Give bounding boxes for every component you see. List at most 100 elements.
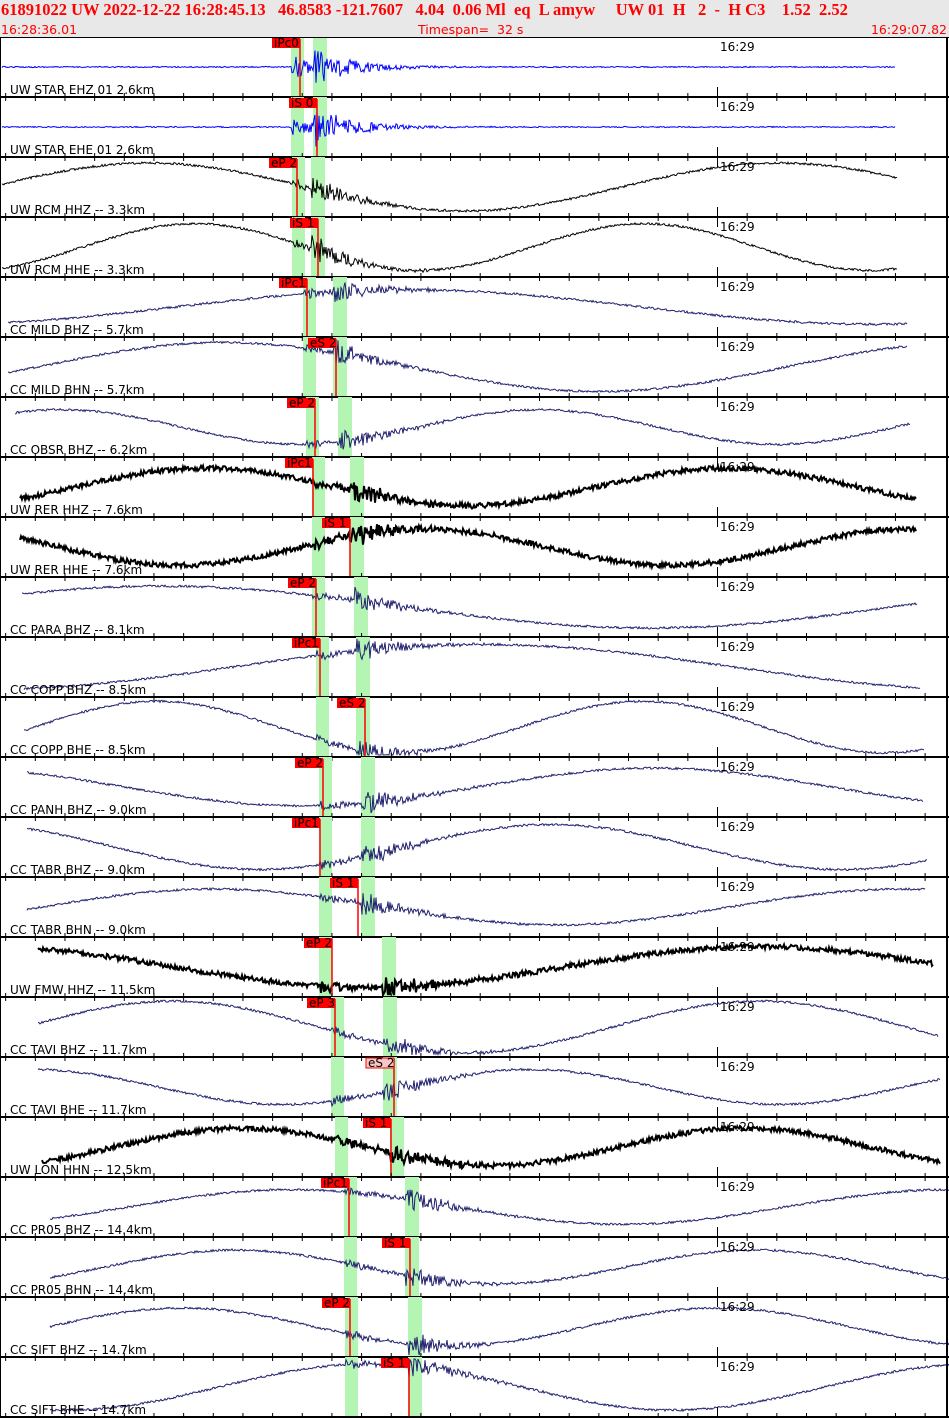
minute-marker: 16:29	[720, 880, 755, 894]
station-label: UW RCM HHZ -- 3.3km	[10, 203, 145, 217]
waveform	[26, 887, 926, 927]
station-label: CC PARA BHZ -- 8.1km	[10, 623, 145, 637]
minute-marker: 16:29	[720, 340, 755, 354]
p-window	[345, 1357, 358, 1417]
minute-marker: 16:29	[720, 820, 755, 834]
pick-label-box	[307, 998, 335, 1008]
pick-label-box	[321, 1178, 349, 1188]
station-label: UW LON HHN -- 12.5km	[10, 1163, 152, 1177]
pick-label: eS 2	[310, 336, 336, 350]
waveform	[1, 161, 898, 213]
minute-marker: 16:29	[720, 580, 755, 594]
station-label: UW STAR EHE 01 2.6km	[10, 143, 154, 157]
minute-marker: 16:29	[720, 1120, 755, 1134]
pick-label: eP 2	[324, 1296, 350, 1310]
pick-label: eP 2	[297, 756, 323, 770]
p-window	[316, 697, 329, 757]
pick-label-box	[381, 1358, 409, 1368]
pick-label-box	[290, 218, 318, 228]
station-label: UW RER HHZ -- 7.6km	[10, 503, 143, 517]
waveform	[49, 1186, 949, 1226]
seismogram-panel[interactable]: iPc0 16:29 UW STAR EHZ 01 2.6km iS 0 16:29 UW…	[0, 37, 949, 1418]
pick-label: iS 1	[384, 1236, 406, 1250]
p-window	[292, 157, 305, 217]
pick-label: eP 2	[306, 936, 332, 950]
pick-label-box	[285, 458, 313, 468]
minute-marker: 16:29	[720, 1240, 755, 1254]
event-summary: 61891022 UW 2022-12-22 16:28:45.13 46.85…	[1, 0, 848, 19]
pick-label: iPc0	[274, 37, 299, 50]
pick-label: iPc1	[281, 276, 306, 290]
pick-label-box	[295, 758, 323, 768]
s-window	[408, 1297, 422, 1357]
minute-marker: 16:29	[720, 400, 755, 414]
pick-label-box	[304, 938, 332, 948]
minute-marker: 16:29	[720, 220, 755, 234]
pick-label-box	[308, 338, 336, 348]
s-window	[405, 1177, 419, 1237]
station-label: CC TAVI BHZ -- 11.7km	[10, 1043, 147, 1057]
pick-label-box	[365, 1057, 395, 1069]
pick-label: iS 1	[383, 1356, 405, 1370]
pick-label-box	[337, 698, 365, 708]
minute-marker: 16:29	[720, 1180, 755, 1194]
pick-label-box	[382, 1238, 410, 1248]
pick-label-box	[289, 98, 317, 108]
pick-label: iPc1	[294, 636, 319, 650]
station-label: CC PANH BHZ -- 9.0km	[10, 803, 147, 817]
pick-label-box	[272, 38, 300, 48]
station-label: CC COPP BHE -- 8.5km	[10, 743, 146, 757]
s-window	[338, 397, 352, 457]
station-label: CC PR05 BHN -- 14.4km	[10, 1283, 153, 1297]
minute-marker: 16:29	[720, 520, 755, 534]
pick-label-box	[288, 578, 316, 588]
waveform	[41, 1123, 941, 1172]
p-window	[319, 877, 332, 937]
end-time: 16:29:07.82	[870, 22, 947, 37]
station-label: CC MILD BHZ -- 5.7km	[10, 323, 144, 337]
station-label: CC TABR BHN -- 9.0km	[10, 923, 146, 937]
minute-marker: 16:29	[720, 100, 755, 114]
waveform	[1, 50, 896, 83]
waveform	[14, 407, 911, 450]
pick-label-box	[322, 1298, 350, 1308]
minute-marker: 16:29	[720, 700, 755, 714]
station-label: CC PR05 BHZ -- 14.4km	[10, 1223, 152, 1237]
station-label: UW RCM HHE -- 3.3km	[10, 263, 144, 277]
minute-marker: 16:29	[720, 40, 755, 54]
pick-label: eP 3	[309, 996, 335, 1010]
p-window	[345, 1297, 358, 1357]
minute-marker: 16:29	[720, 1000, 755, 1014]
pick-label: iPc1	[323, 1176, 348, 1190]
pick-label: iS 0	[291, 96, 313, 110]
waveform	[26, 822, 928, 872]
pick-label: iS 1	[324, 516, 346, 530]
minute-marker: 16:29	[720, 160, 755, 174]
waveform	[27, 766, 924, 814]
pick-label-box	[287, 398, 315, 408]
waveform	[49, 1358, 949, 1413]
p-window	[335, 1117, 348, 1177]
station-label: CC COPP BHZ -- 8.5km	[10, 683, 146, 697]
waveform	[37, 1067, 941, 1108]
s-window	[361, 757, 375, 817]
waveform	[19, 462, 917, 511]
timespan: Timespan= 32 s	[418, 22, 524, 37]
pick-label: eP 2	[290, 576, 316, 590]
pick-label: eS 2	[368, 1056, 394, 1070]
p-window	[291, 97, 304, 157]
waveform	[49, 1248, 949, 1288]
waveform	[1, 111, 896, 147]
minute-marker: 16:29	[720, 1300, 755, 1314]
minute-marker: 16:29	[720, 1060, 755, 1074]
waveform	[1, 221, 898, 274]
s-window	[361, 817, 375, 877]
waveform	[8, 282, 908, 327]
waveform	[38, 999, 939, 1057]
pick-label-box	[322, 518, 350, 528]
waveform	[37, 941, 934, 999]
minute-marker: 16:29	[720, 940, 755, 954]
s-window	[408, 1357, 422, 1417]
minute-marker: 16:29	[720, 1360, 755, 1374]
station-label: CC OBSR BHZ -- 6.2km	[10, 443, 147, 457]
